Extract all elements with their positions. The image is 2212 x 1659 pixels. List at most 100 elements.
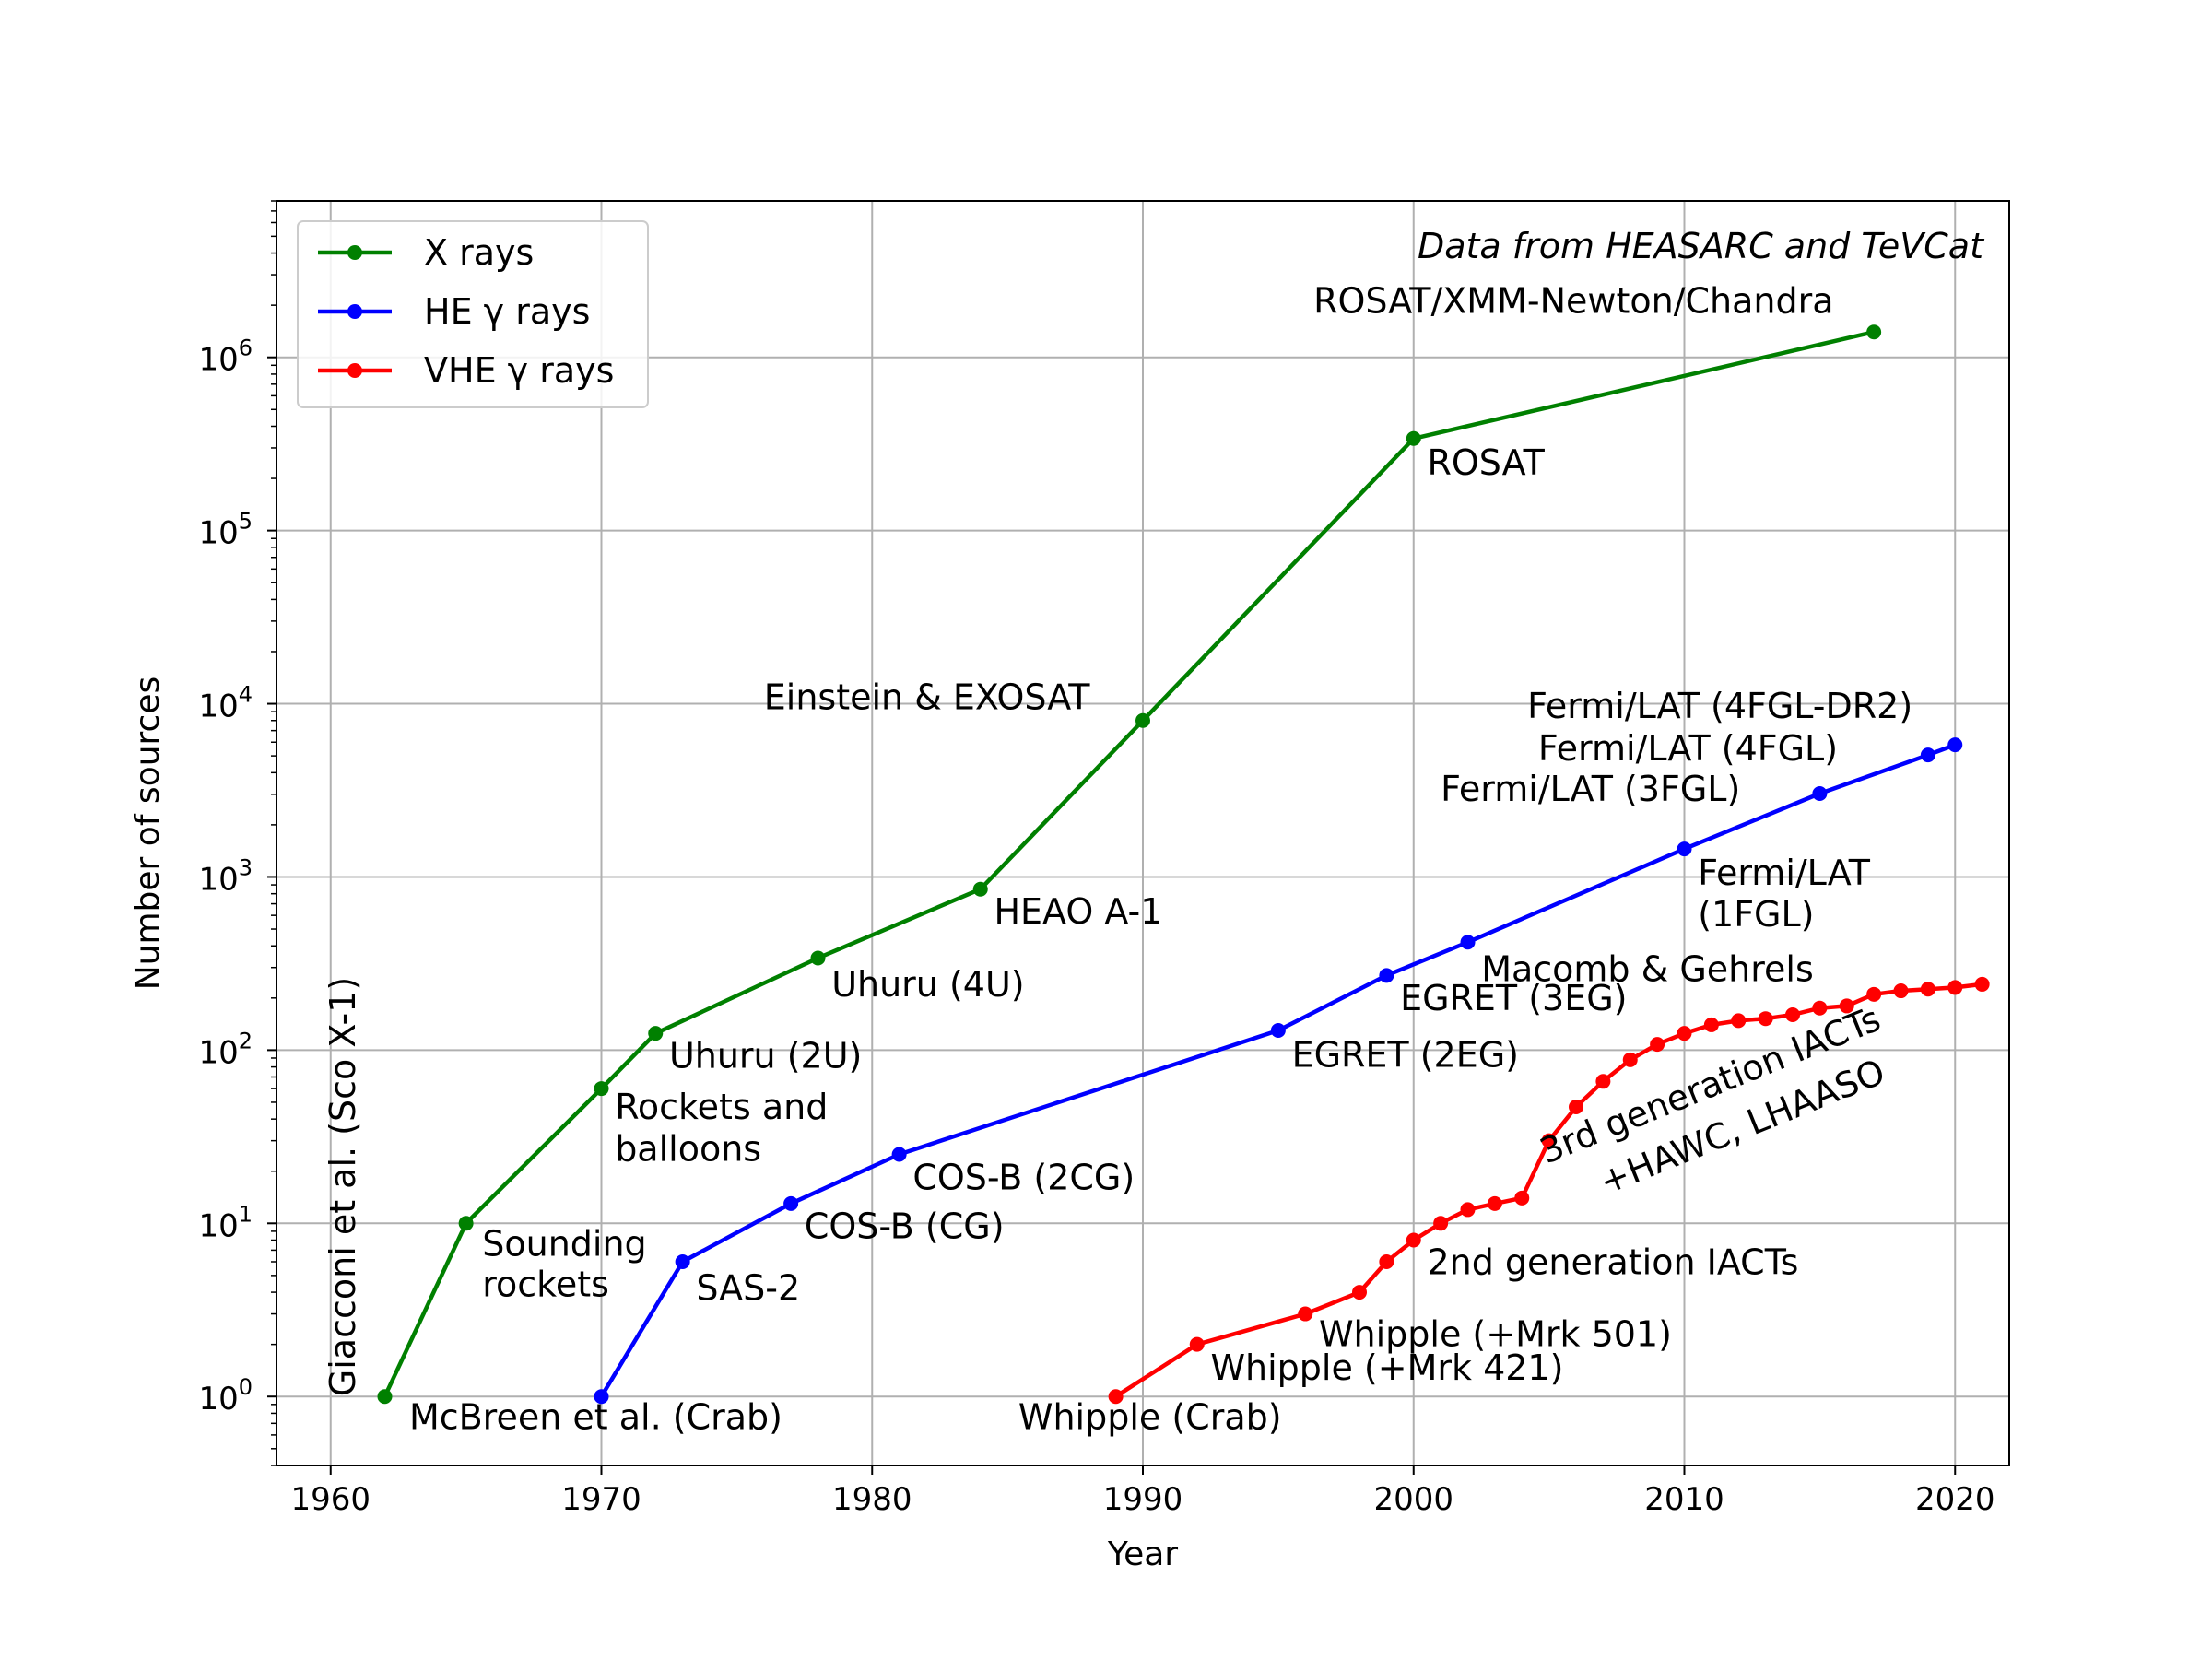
data-point [1541,1133,1557,1148]
data-point [1352,1285,1367,1300]
data-point [1595,1074,1611,1089]
y-axis-label: Number of sources [129,677,167,991]
grid [276,201,2009,1465]
x-axis-label: Year [1107,1535,1178,1573]
annotation-label: Whipple (+Mrk 501) [1319,1314,1672,1355]
data-point [1893,983,1909,999]
annotation-label: HEAO A-1 [994,891,1162,932]
series-layer [377,324,1990,1405]
data-point [1569,1100,1583,1115]
x-tick-label: 2000 [1373,1481,1453,1518]
data-point [1108,1389,1124,1405]
data-point [1622,1052,1638,1067]
data-point [1974,976,1990,992]
data-point [1379,968,1394,983]
y-tick-label: 104 [198,682,253,725]
data-point [1785,1007,1800,1023]
legend-swatch-marker [347,245,362,260]
legend: X rays HE γ rays VHE γ rays [297,220,649,408]
annotation-label: Rockets and [615,1087,828,1127]
data-point [1270,1022,1286,1038]
data-point [1839,998,1854,1014]
x-tick-label: 2010 [1644,1481,1724,1518]
ticks-layer: 1960 1970 1980 1990 2000 2010 2020 100 101 102 103… [198,200,1995,1518]
y-tick-label: 103 [198,854,253,898]
annotation-label: Sounding [482,1223,646,1264]
data-point [1758,1011,1773,1027]
x-tick-label: 1960 [290,1481,371,1518]
data-point [1731,1013,1747,1029]
annotation-label: Fermi/LAT (4FGL-DR2) [1527,686,1912,726]
data-point [458,1216,474,1231]
annotation-label: McBreen et al. (Crab) [409,1396,782,1437]
x-tick-label: 2020 [1915,1481,1995,1518]
annotation-label: Uhuru (4U) [831,964,1024,1005]
data-point [1677,1026,1692,1041]
annotation-label: Giacconi et al. (Sco X-1) [323,977,363,1396]
data-point [594,1081,609,1097]
data-point [1703,1017,1719,1032]
annotation-label: Whipple (+Mrk 421) [1210,1347,1563,1388]
x-tick-label: 1970 [561,1481,641,1518]
annotation-label: COS-B (2CG) [912,1157,1135,1197]
data-point [594,1389,609,1405]
data-point [891,1147,907,1162]
data-point [1406,1232,1421,1248]
annotation-label: Fermi/LAT (4FGL) [1538,728,1838,769]
annotation-label: balloons [615,1128,761,1169]
data-point [1920,982,1936,997]
data-point [1460,1202,1476,1218]
data-point [1866,324,1882,340]
y-tick-label: 101 [198,1201,253,1244]
data-point [1812,1000,1828,1016]
legend-label: HE γ rays [424,291,590,332]
data-point [1812,785,1828,801]
annotation-label: ROSAT [1427,442,1545,483]
data-point [1947,737,1963,753]
data-point [648,1026,664,1041]
data-point [1487,1195,1502,1211]
annotation-label: (1FGL) [1698,894,1814,935]
data-point [1650,1037,1665,1053]
data-point [1460,935,1476,950]
annotation-label: EGRET (3EG) [1400,978,1627,1018]
data-point [377,1389,393,1405]
legend-label: X rays [424,232,534,273]
annotation-label: Fermi/LAT (3FGL) [1441,769,1740,809]
data-point [1920,747,1936,763]
annotation-label: EGRET (2EG) [1292,1035,1519,1076]
y-tick-label: 100 [198,1374,253,1418]
data-point [1298,1306,1313,1322]
y-tick-label: 106 [198,335,253,379]
data-point [1947,980,1963,995]
x-tick-label: 1990 [1103,1481,1183,1518]
annotation-label: Fermi/LAT [1698,853,1871,893]
annotation-label: Uhuru (2U) [669,1036,862,1077]
annotation-label: Einstein & EXOSAT [764,677,1091,717]
legend-label: VHE γ rays [424,350,614,391]
data-point [675,1253,690,1269]
data-point [1406,430,1421,446]
data-point [1379,1253,1394,1269]
legend-swatch-marker [347,304,362,319]
data-point [783,1195,799,1211]
annotations-layer: Giacconi et al. (Sco X-1) McBreen et al. … [323,281,1912,1438]
annotation-label: SAS-2 [696,1268,800,1309]
data-point [1135,712,1150,728]
legend-box [297,220,649,408]
annotation-label: 2nd generation IACTs [1427,1241,1798,1282]
annotation-label: Whipple (Crab) [1018,1396,1282,1437]
y-tick-label: 105 [198,509,253,552]
y-tick-label: 102 [198,1028,253,1071]
annotation-label: COS-B (CG) [805,1206,1005,1246]
x-tick-label: 1980 [832,1481,912,1518]
data-point [972,881,988,897]
data-point [1514,1190,1530,1206]
annotation-label: Macomb & Gehrels [1481,949,1814,990]
data-point [1866,986,1882,1002]
annotation-label: rockets [482,1264,609,1304]
data-point [1677,841,1692,857]
annotation-label: ROSAT/XMM-Newton/Chandra [1313,281,1833,322]
legend-swatch-marker [347,363,362,378]
